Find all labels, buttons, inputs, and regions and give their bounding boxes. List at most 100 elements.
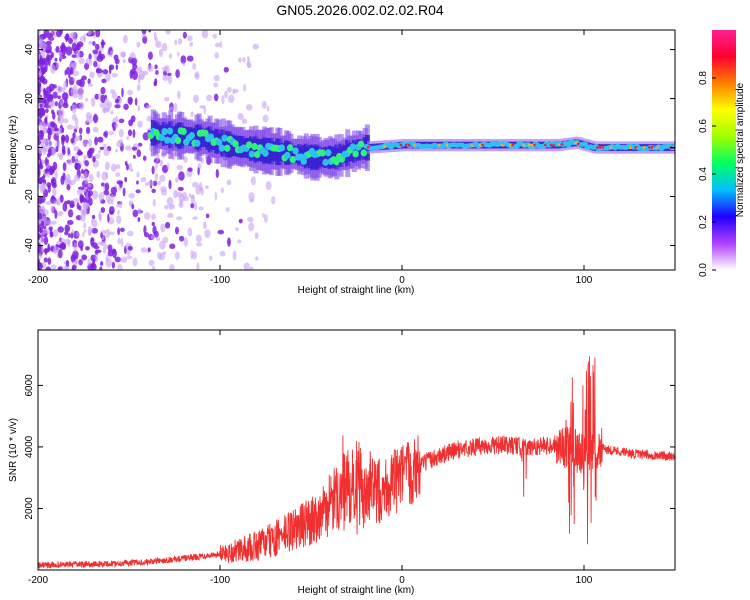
bottom-x-tick-label: -100	[210, 575, 230, 586]
noise-speck	[115, 116, 119, 123]
noise-speck	[152, 225, 157, 235]
noise-speck	[243, 262, 250, 270]
noise-speck	[115, 164, 121, 170]
noise-speck	[75, 152, 78, 162]
noise-speck	[183, 156, 188, 163]
noise-speck	[65, 259, 70, 267]
noise-speck	[74, 135, 82, 142]
track-blob	[254, 150, 261, 159]
noise-speck	[151, 213, 156, 220]
noise-speck	[116, 215, 122, 224]
noise-speck	[77, 149, 82, 156]
noise-speck	[85, 57, 90, 65]
noise-speck	[150, 234, 156, 240]
noise-speck	[55, 45, 60, 53]
noise-speck	[78, 259, 83, 266]
noise-speck	[161, 66, 168, 72]
noise-speck	[65, 134, 70, 144]
noise-speck	[136, 41, 141, 48]
noise-speck	[111, 261, 115, 269]
noise-speck	[111, 91, 118, 100]
track-blob	[188, 131, 195, 140]
top-y-tick-label: 20	[24, 93, 35, 105]
noise-speck	[66, 184, 71, 191]
noise-speck	[52, 246, 60, 254]
noise-speck	[100, 41, 106, 46]
noise-speck	[70, 137, 75, 144]
noise-speck	[98, 191, 105, 202]
noise-speck	[72, 77, 76, 82]
noise-speck	[237, 112, 244, 121]
noise-speck	[51, 109, 55, 115]
noise-speck	[176, 216, 183, 221]
noise-speck	[110, 186, 117, 195]
noise-speck	[79, 101, 85, 111]
noise-speck	[266, 105, 270, 112]
noise-speck	[51, 147, 56, 157]
noise-speck	[246, 62, 252, 69]
noise-speck	[227, 237, 231, 247]
noise-speck	[69, 200, 75, 209]
noise-speck	[103, 131, 107, 137]
noise-speck	[62, 202, 68, 212]
noise-speck	[126, 230, 134, 237]
noise-speck	[173, 189, 178, 199]
noise-speck	[154, 64, 158, 70]
noise-speck	[45, 201, 53, 206]
noise-speck	[43, 257, 48, 263]
top-x-axis: -200 -100 0 100	[28, 30, 593, 286]
noise-speck	[155, 160, 158, 170]
noise-speck	[88, 147, 95, 152]
noise-speck	[38, 51, 41, 61]
noise-speck	[69, 67, 74, 75]
noise-speck	[53, 200, 60, 205]
noise-speck	[156, 236, 161, 241]
noise-speck	[76, 188, 83, 196]
noise-speck	[100, 206, 106, 214]
noise-speck	[117, 227, 121, 236]
noise-speck	[154, 78, 158, 86]
noise-speck	[132, 129, 136, 138]
noise-speck	[100, 241, 107, 247]
noise-speck	[145, 181, 149, 187]
noise-speck	[151, 165, 155, 175]
noise-speck	[160, 223, 166, 233]
noise-speck	[64, 224, 71, 233]
noise-speck	[174, 226, 180, 235]
noise-speck	[169, 106, 174, 112]
noise-speck	[247, 216, 254, 223]
noise-speck	[252, 43, 259, 50]
noise-speck	[104, 73, 111, 82]
noise-speck	[180, 55, 187, 64]
noise-speck	[148, 259, 155, 267]
noise-speck	[107, 131, 115, 136]
noise-speck	[178, 235, 185, 242]
noise-speck	[165, 30, 171, 35]
noise-speck	[56, 85, 63, 94]
noise-speck	[72, 132, 76, 139]
noise-speck	[190, 194, 195, 199]
noise-speck	[84, 97, 89, 102]
track-blob	[357, 140, 365, 148]
noise-speck	[145, 104, 152, 109]
colorbar-tick-label: 0.6	[698, 119, 709, 133]
noise-speck	[72, 125, 80, 130]
noise-speck	[38, 163, 44, 170]
noise-speck	[157, 180, 162, 186]
noise-speck	[52, 182, 57, 189]
noise-speck	[83, 154, 88, 159]
noise-speck	[50, 64, 56, 74]
noise-speck	[115, 64, 119, 70]
noise-speck	[71, 104, 77, 114]
noise-speck	[76, 79, 83, 86]
noise-speck	[88, 229, 92, 237]
noise-speck	[142, 35, 148, 44]
noise-speck	[99, 103, 105, 108]
noise-speck	[96, 170, 101, 179]
noise-speck	[62, 162, 67, 172]
noise-speck	[130, 168, 134, 173]
bottom-x-tick-label: -200	[28, 575, 48, 586]
noise-speck	[94, 249, 99, 256]
noise-speck	[214, 42, 221, 48]
